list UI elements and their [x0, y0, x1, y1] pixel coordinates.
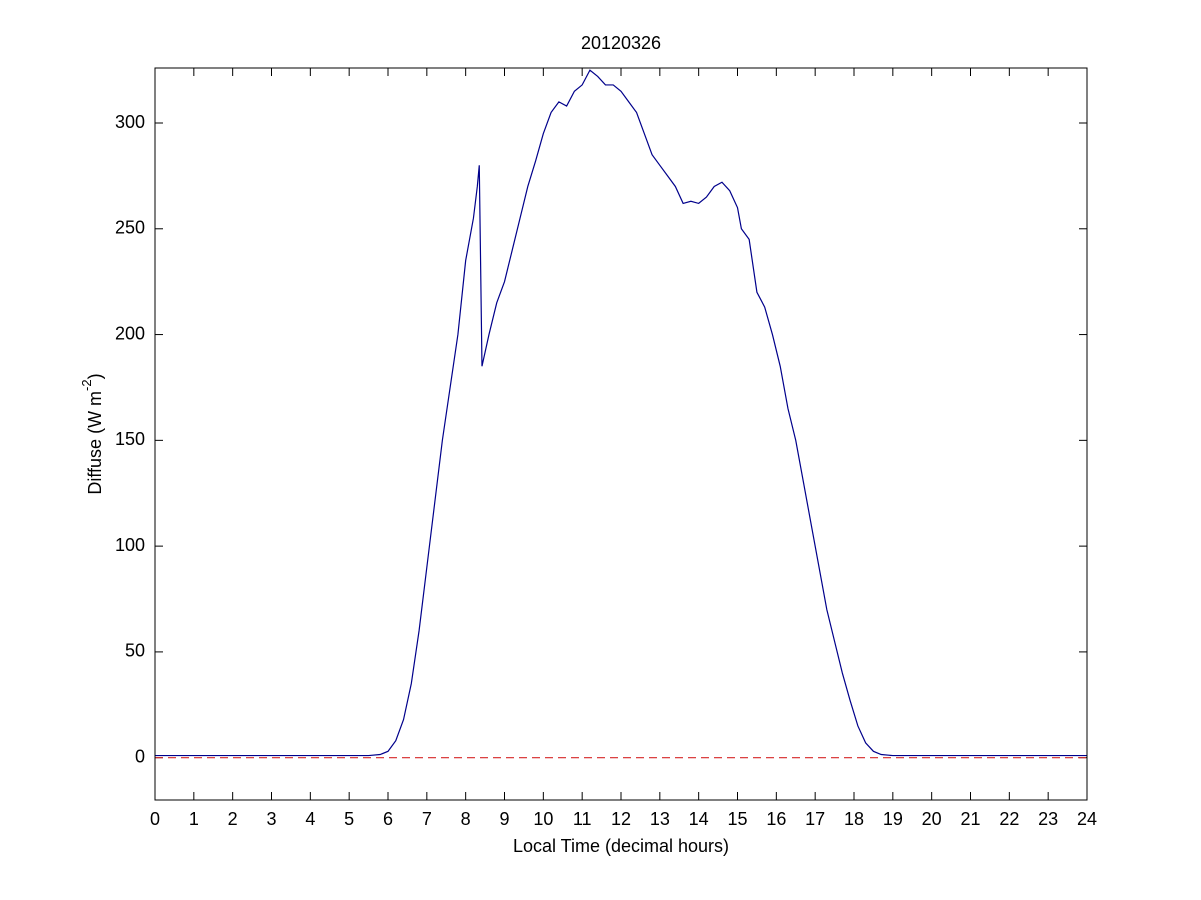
y-axis-label: Diffuse (W m-2) [79, 373, 104, 494]
x-tick-label: 8 [461, 809, 471, 829]
y-label-sup: -2 [79, 379, 94, 391]
x-tick-label: 18 [844, 809, 864, 829]
chart-title: 20120326 [581, 33, 661, 53]
x-tick-label: 10 [533, 809, 553, 829]
x-tick-label: 24 [1077, 809, 1097, 829]
y-label-part: ) [85, 373, 105, 379]
x-tick-label: 1 [189, 809, 199, 829]
x-tick-label: 0 [150, 809, 160, 829]
y-tick-label: 300 [115, 112, 145, 132]
y-label-part: Diffuse (W m [85, 391, 105, 495]
x-tick-label: 6 [383, 809, 393, 829]
x-tick-label: 5 [344, 809, 354, 829]
data-line [155, 69, 1087, 757]
y-tick-label: 250 [115, 218, 145, 238]
y-tick-label: 0 [135, 746, 145, 766]
x-tick-label: 12 [611, 809, 631, 829]
y-tick-label: 200 [115, 323, 145, 343]
y-tick-label: 100 [115, 535, 145, 555]
x-tick-label: 2 [228, 809, 238, 829]
x-axis-label: Local Time (decimal hours) [513, 836, 729, 856]
y-tick-label: 150 [115, 429, 145, 449]
plot-frame [154, 67, 1088, 801]
x-tick-label: 13 [650, 809, 670, 829]
y-tick-label: 50 [125, 641, 145, 661]
x-tick-label: 22 [999, 809, 1019, 829]
x-tick-label: 20 [922, 809, 942, 829]
x-tick-label: 7 [422, 809, 432, 829]
x-tick-label: 19 [883, 809, 903, 829]
x-tick-label: 4 [305, 809, 315, 829]
x-tick-label: 16 [766, 809, 786, 829]
x-tick-label: 14 [689, 809, 709, 829]
x-tick-label: 11 [573, 809, 592, 829]
x-tick-label: 17 [805, 809, 825, 829]
x-tick-label: 9 [499, 809, 509, 829]
x-tick-label: 21 [960, 809, 980, 829]
x-tick-label: 23 [1038, 809, 1058, 829]
x-tick-label: 3 [266, 809, 276, 829]
x-tick-label: 15 [727, 809, 747, 829]
